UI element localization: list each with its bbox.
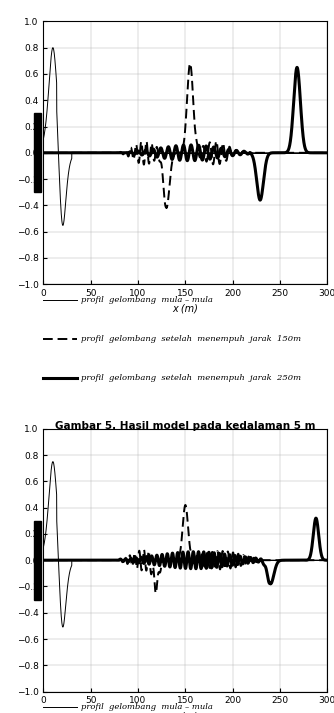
Text: profil  gelombang  setelah  menempuh  jarak  250m: profil gelombang setelah menempuh jarak … [81,374,301,382]
Bar [34,520,41,600]
X-axis label: x (m): x (m) [172,304,198,314]
Text: profil  gelombang  mula – mula: profil gelombang mula – mula [81,703,213,712]
Text: Gambar 5. Hasil model pada kedalaman 5 m: Gambar 5. Hasil model pada kedalaman 5 m [55,421,316,431]
X-axis label: x (m): x (m) [172,711,198,713]
Bar [34,113,41,193]
Text: profil  gelombang  mula – mula: profil gelombang mula – mula [81,296,213,304]
Text: profil  gelombang  setelah  menempuh  jarak  150m: profil gelombang setelah menempuh jarak … [81,335,301,343]
